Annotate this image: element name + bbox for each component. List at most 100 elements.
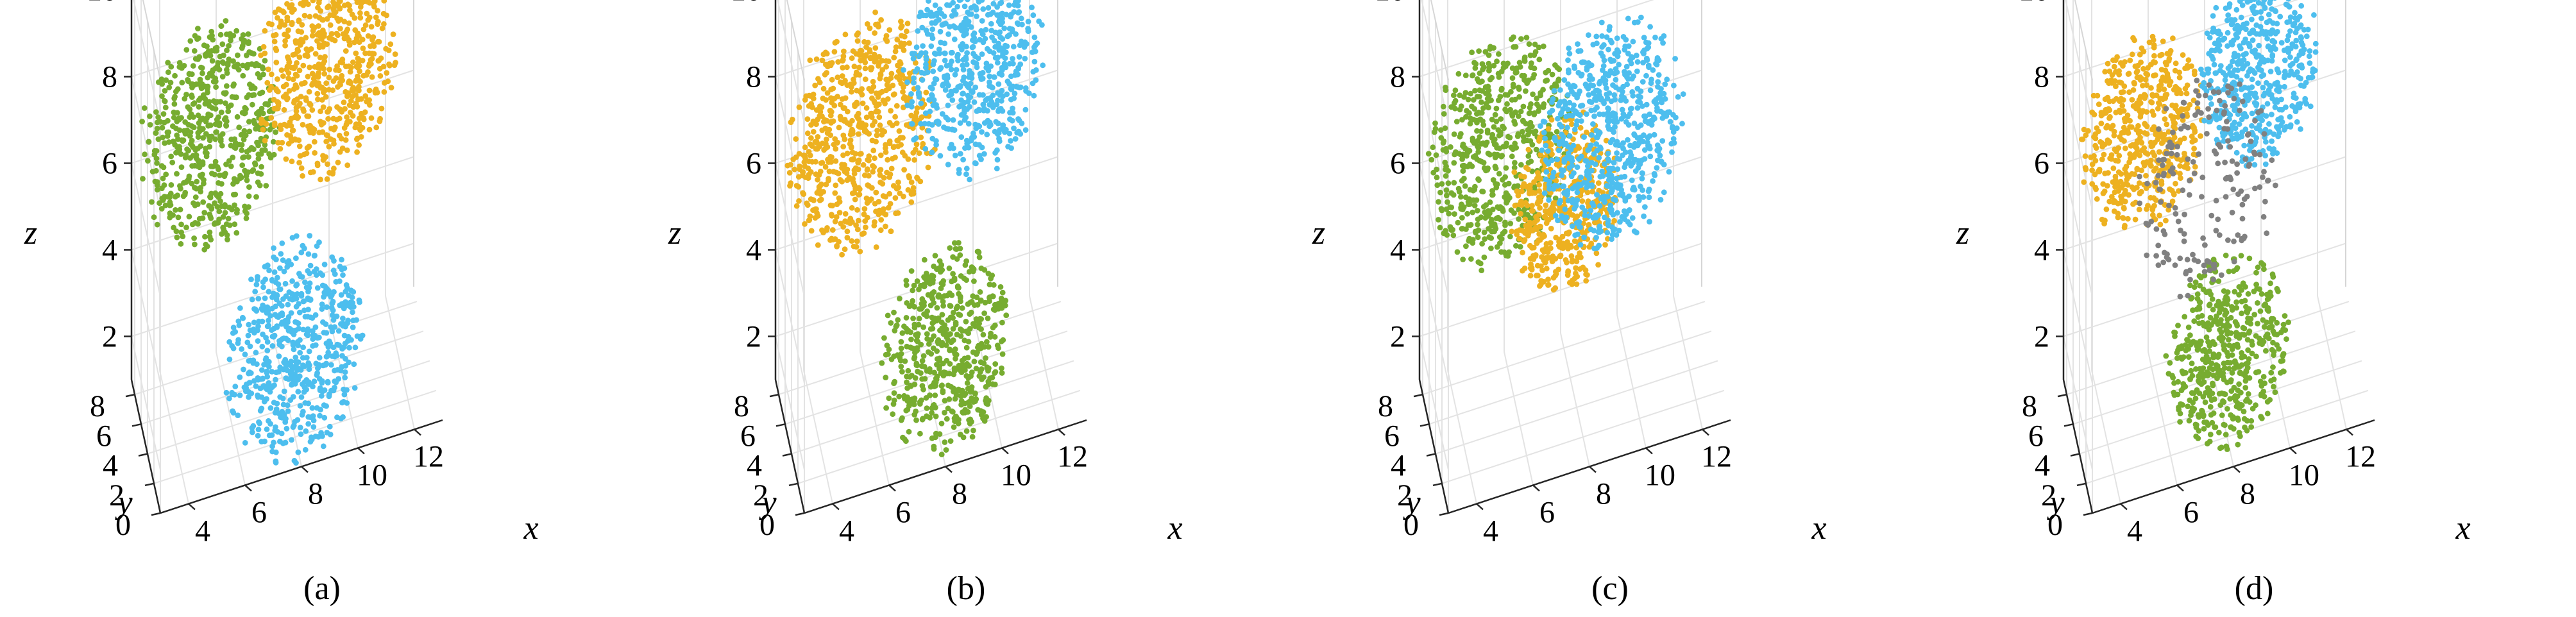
data-point [839, 73, 845, 79]
data-point [278, 67, 285, 73]
data-point [967, 420, 973, 427]
data-point [860, 100, 866, 106]
data-point [947, 245, 953, 251]
data-point [931, 369, 937, 376]
data-point [297, 101, 303, 106]
data-point [854, 238, 860, 244]
data-point [808, 135, 814, 141]
data-point [322, 283, 328, 290]
grid-line [775, 163, 805, 297]
data-point [1460, 151, 1466, 158]
data-point [918, 121, 924, 127]
data-point [330, 137, 337, 144]
data-point [307, 13, 313, 20]
data-point [1459, 226, 1465, 232]
data-point [339, 60, 346, 65]
data-point [1468, 222, 1474, 228]
data-point [1523, 164, 1529, 171]
data-point [1502, 228, 1508, 235]
data-point [877, 71, 884, 77]
data-point [878, 217, 885, 223]
data-point [319, 378, 325, 384]
data-point [911, 321, 918, 328]
data-point [921, 70, 928, 76]
data-point [233, 94, 239, 101]
data-point [793, 136, 799, 142]
data-point [158, 119, 164, 125]
data-point [947, 361, 953, 367]
data-point [1022, 85, 1029, 91]
data-point [1011, 125, 1017, 131]
data-point [914, 345, 920, 351]
data-point [831, 169, 836, 174]
data-point [807, 141, 813, 148]
data-point [872, 201, 878, 207]
data-point [904, 385, 910, 391]
data-point [353, 121, 359, 128]
data-point [1475, 176, 1481, 182]
data-point [1526, 110, 1532, 117]
data-point [1463, 243, 1469, 249]
data-point [942, 50, 948, 56]
data-point [918, 100, 924, 106]
data-point [968, 4, 974, 11]
data-point [246, 128, 253, 135]
data-point [933, 138, 939, 144]
data-point [1516, 216, 1521, 222]
data-point [220, 214, 226, 220]
data-point [281, 388, 287, 394]
data-point [159, 124, 165, 131]
data-point [274, 292, 280, 299]
data-point [325, 350, 332, 356]
data-point [1629, 215, 1636, 221]
data-point [997, 21, 1004, 28]
data-point [332, 124, 338, 131]
data-point [837, 177, 843, 183]
data-point [205, 123, 212, 129]
data-point [1008, 138, 1013, 144]
data-point [924, 368, 930, 374]
data-point [285, 376, 292, 382]
data-point [1667, 119, 1674, 125]
data-point [900, 434, 906, 441]
scatter-plot-c: 468101202468246810xyz [1312, 0, 1827, 548]
box-edge [786, 0, 805, 81]
data-point [1481, 254, 1487, 260]
data-point [1448, 144, 1453, 150]
data-point [311, 139, 318, 145]
data-point [339, 346, 345, 352]
data-point [985, 344, 992, 350]
data-point [289, 158, 295, 165]
data-point [1003, 312, 1010, 318]
data-point [362, 50, 368, 56]
data-point [1542, 135, 1548, 142]
data-point [344, 1, 351, 8]
data-point [953, 392, 960, 398]
data-point [988, 63, 994, 69]
data-point [279, 240, 285, 246]
data-point [1034, 40, 1040, 46]
data-point [888, 228, 894, 234]
data-point [910, 287, 916, 294]
data-point [352, 344, 359, 351]
data-point [816, 184, 822, 190]
x-tick-label: 4 [195, 514, 210, 548]
data-point [917, 178, 924, 185]
data-point [300, 298, 307, 305]
data-point [202, 233, 208, 240]
data-point [157, 200, 162, 207]
data-point [810, 197, 817, 203]
data-point [981, 374, 987, 380]
data-point [244, 149, 250, 155]
data-point [1455, 219, 1461, 226]
data-point [160, 134, 165, 140]
data-point [214, 44, 220, 51]
data-point [849, 126, 855, 133]
data-point [925, 292, 931, 298]
data-point [965, 121, 972, 127]
data-point [341, 305, 347, 312]
data-point [232, 191, 239, 198]
data-point [271, 105, 278, 112]
data-point [1519, 189, 1525, 194]
data-point [1010, 56, 1015, 62]
